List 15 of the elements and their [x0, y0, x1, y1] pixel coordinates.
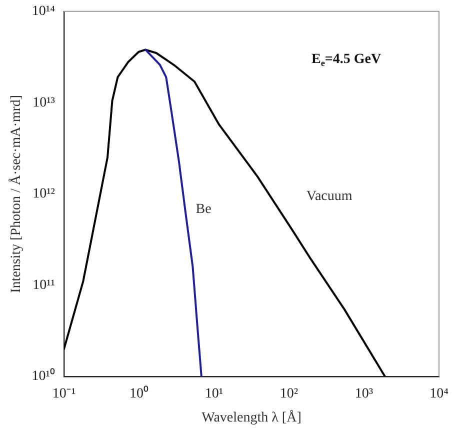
- x-tick-label: 10⁻¹: [52, 386, 76, 402]
- y-tick-label: 10¹³: [32, 95, 55, 110]
- x-tick-label: 10⁰: [130, 385, 148, 402]
- x-tick-label: 10³: [354, 386, 374, 402]
- y-tick-label: 10¹²: [32, 186, 55, 202]
- y-tick-label: 10¹¹: [32, 278, 55, 293]
- y-axis-title: Intensity [Photon / Å·sec·mA·mrd]: [8, 94, 24, 293]
- x-tick-label: 10²: [280, 386, 298, 402]
- series-label: Vacuum: [306, 188, 352, 204]
- series-label: Be: [196, 202, 212, 217]
- x-tick-label: 10¹: [204, 386, 224, 402]
- y-tick-label: 10¹⁴: [32, 4, 56, 20]
- x-axis-title: Wavelength λ [Å]: [202, 409, 302, 426]
- x-tick-label: 10⁴: [430, 386, 449, 402]
- y-tick-label: 10¹⁰: [32, 368, 55, 384]
